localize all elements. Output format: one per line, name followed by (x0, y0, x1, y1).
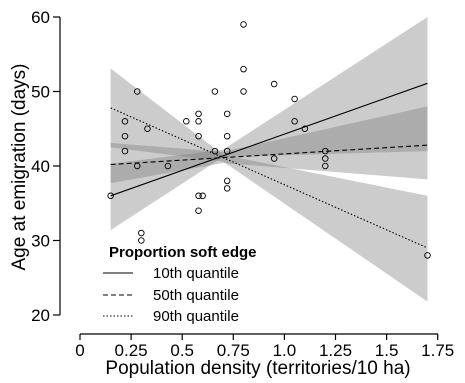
data-point (164, 162, 172, 170)
data-point (424, 252, 431, 259)
confidence-band-dashed (110, 106, 428, 184)
y-tick-label: 50 (31, 83, 50, 102)
confidence-band-solid (110, 17, 428, 231)
data-point (223, 185, 231, 192)
data-point (195, 118, 202, 125)
data-point (211, 88, 219, 95)
regression-line-dashed (110, 144, 428, 166)
data-point (240, 65, 247, 73)
data-point (240, 21, 247, 28)
x-tick-label: 0.25 (115, 341, 148, 360)
data-point (240, 88, 247, 95)
data-point (107, 192, 114, 200)
data-point (195, 110, 202, 118)
confidence-bands (110, 17, 428, 302)
y-tick-label: 60 (31, 8, 50, 27)
data-point (144, 125, 151, 132)
data-point (121, 132, 129, 140)
data-points (107, 21, 431, 259)
data-point (138, 237, 145, 244)
legend-title: Proportion soft edge (109, 244, 257, 261)
data-point (121, 147, 129, 155)
x-axis-title: Population density (territories/10 ha) (105, 358, 410, 379)
x-tick-label: 0.75 (217, 341, 250, 360)
data-point (322, 147, 329, 155)
y-tick-label: 20 (31, 306, 50, 325)
data-point (133, 162, 141, 170)
data-point (291, 118, 298, 125)
y-tick-label: 40 (31, 157, 50, 176)
data-point (322, 155, 329, 162)
x-tick-label: 1.75 (421, 341, 454, 360)
quantile-lines (110, 82, 428, 249)
data-point (223, 147, 231, 155)
data-point (223, 177, 231, 185)
data-point (133, 88, 141, 95)
legend-label-10th: 10th quantile (153, 265, 239, 282)
data-point (195, 207, 202, 214)
x-ticks: 0 0.25 0.5 0.75 1.0 1.25 1.5 1.75 (75, 334, 454, 360)
data-point (199, 192, 206, 200)
data-point (195, 132, 202, 140)
data-point (211, 147, 219, 155)
data-point (195, 192, 202, 200)
data-point (183, 118, 190, 125)
x-tick-label: 1.5 (375, 341, 399, 360)
legend-label-50th: 50th quantile (153, 287, 239, 304)
x-tick-label: 0.5 (170, 341, 194, 360)
y-tick-label: 30 (31, 232, 50, 251)
data-point (121, 118, 129, 125)
data-point (270, 155, 278, 162)
data-point (223, 110, 231, 118)
data-point (223, 132, 231, 140)
legend: Proportion soft edge 10th quantile 50th … (103, 244, 257, 325)
data-point (301, 125, 309, 132)
y-ticks: 20 30 40 50 60 (31, 8, 60, 325)
x-tick-label: 0 (75, 341, 84, 360)
regression-line-solid (110, 82, 428, 197)
data-point (138, 229, 145, 237)
data-point (270, 80, 278, 88)
data-point (291, 95, 298, 103)
data-point (322, 162, 329, 170)
confidence-band-dotted (110, 68, 428, 302)
legend-label-90th: 90th quantile (153, 308, 239, 325)
x-tick-label: 1.0 (273, 341, 297, 360)
x-tick-label: 1.25 (319, 341, 352, 360)
y-axis-title: Age at emigration (days) (9, 64, 30, 271)
